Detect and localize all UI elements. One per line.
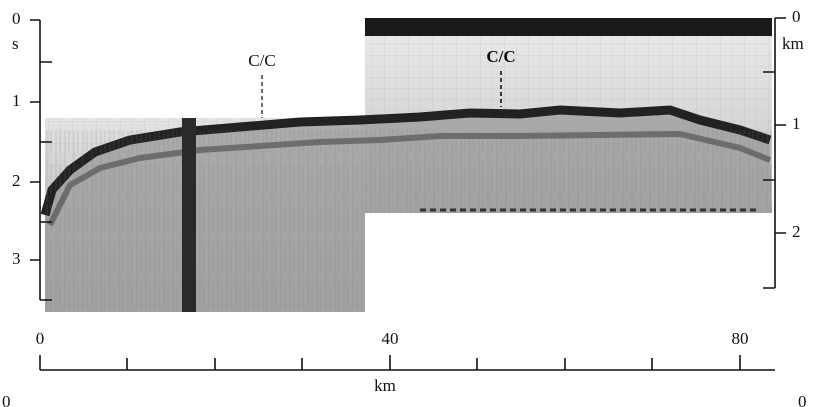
annotations: C/C C/C <box>248 47 516 118</box>
annotation: C/C <box>248 51 275 70</box>
right-tick-label: 1 <box>792 114 801 133</box>
left-tick-label: 1 <box>12 91 21 110</box>
right-axis-unit: km <box>782 34 804 53</box>
left-tick-label: 0 <box>12 9 21 28</box>
bottom-tick-label: 80 <box>732 329 749 348</box>
bottom-tick-label: 0 <box>36 329 45 348</box>
bottom-axis: 0 40 80 km <box>36 329 775 395</box>
right-axis: 0 1 2 km <box>763 7 804 289</box>
left-axis: 0 1 2 3 s <box>12 9 52 301</box>
bottom-tick-label: 40 <box>382 329 399 348</box>
corner-mark: 0 <box>2 392 11 407</box>
left-axis-unit: s <box>12 34 19 53</box>
annotation: C/C <box>486 47 515 66</box>
bottom-axis-unit: km <box>374 376 396 395</box>
right-tick-label: 0 <box>792 7 801 26</box>
left-tick-label: 3 <box>12 249 21 268</box>
corner-mark: 0 <box>798 392 807 407</box>
seismic-record <box>40 18 775 313</box>
right-tick-label: 2 <box>792 222 801 241</box>
left-tick-label: 2 <box>12 171 21 190</box>
